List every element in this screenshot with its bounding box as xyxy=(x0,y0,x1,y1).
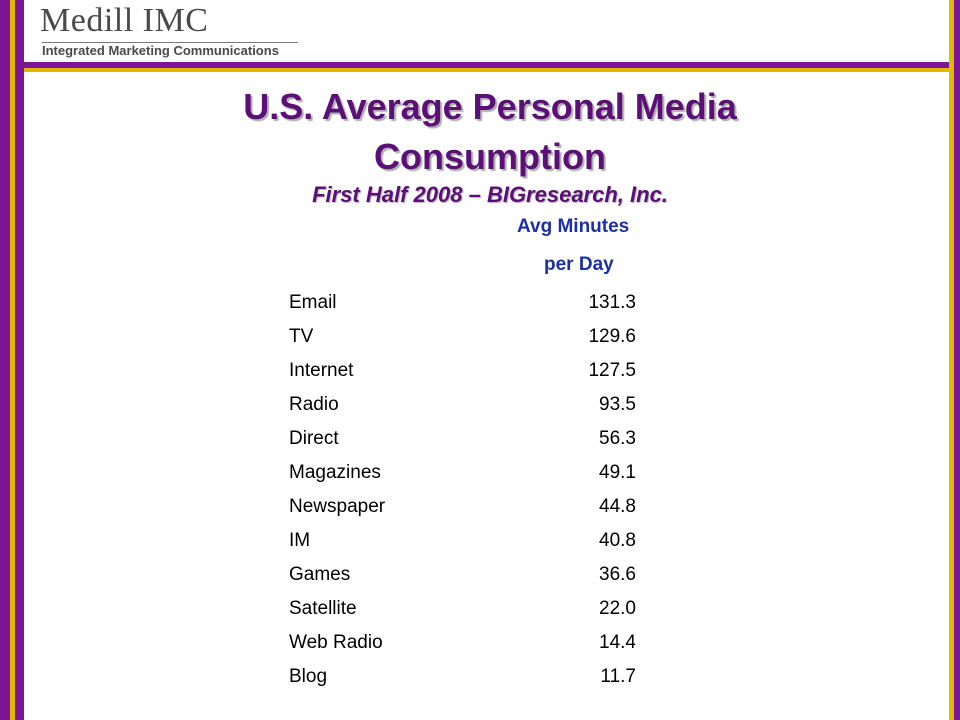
table-row: Satellite 22.0 xyxy=(289,598,649,632)
row-label: Magazines xyxy=(289,462,381,483)
table-row: IM 40.8 xyxy=(289,530,649,564)
row-label: Newspaper xyxy=(289,496,386,517)
row-value: 129.6 xyxy=(588,326,636,347)
row-label: Email xyxy=(289,292,337,313)
row-label: Web Radio xyxy=(289,632,383,653)
row-label: Radio xyxy=(289,394,339,415)
table-row: Games 36.6 xyxy=(289,564,649,598)
row-value: 93.5 xyxy=(599,394,636,415)
slide-title-line1: U.S. Average Personal Media xyxy=(243,86,737,127)
row-value: 56.3 xyxy=(599,428,636,449)
table-row: Internet 127.5 xyxy=(289,360,649,394)
row-value: 40.8 xyxy=(599,530,636,551)
row-label: Direct xyxy=(289,428,339,449)
row-value: 36.6 xyxy=(599,564,636,585)
table-row: Blog 11.7 xyxy=(289,666,649,700)
medill-logo: Medill IMC Integrated Marketing Communic… xyxy=(40,2,302,58)
row-value: 14.4 xyxy=(599,632,636,653)
row-label: IM xyxy=(289,530,311,551)
table-row: Web Radio 14.4 xyxy=(289,632,649,666)
row-value: 22.0 xyxy=(599,598,636,619)
slide-title-line2: Consumption xyxy=(374,136,606,177)
logo-divider xyxy=(42,42,298,43)
logo-name: Medill IMC xyxy=(40,2,209,39)
table-row: Email 131.3 xyxy=(289,292,649,326)
row-value: 49.1 xyxy=(599,462,636,483)
row-value: 131.3 xyxy=(588,292,636,313)
left-purple-border-inner xyxy=(15,0,24,720)
row-label: TV xyxy=(289,326,314,347)
column-header-line1: Avg Minutes xyxy=(517,216,630,237)
row-value: 127.5 xyxy=(588,360,636,381)
header-gold-rule xyxy=(24,68,949,72)
table-row: Radio 93.5 xyxy=(289,394,649,428)
row-label: Games xyxy=(289,564,351,585)
row-label: Internet xyxy=(289,360,354,381)
row-label: Blog xyxy=(289,666,328,687)
table-row: TV 129.6 xyxy=(289,326,649,360)
right-purple-border xyxy=(954,0,960,720)
column-header-line2: per Day xyxy=(544,254,614,275)
left-gold-border xyxy=(10,0,15,720)
table-row: Direct 56.3 xyxy=(289,428,649,462)
row-value: 44.8 xyxy=(599,496,636,517)
logo-subtitle: Integrated Marketing Communications xyxy=(42,43,279,58)
row-label: Satellite xyxy=(289,598,357,619)
right-gold-border xyxy=(949,0,954,720)
left-purple-border xyxy=(0,0,10,720)
table-row: Newspaper 44.8 xyxy=(289,496,649,530)
row-value: 11.7 xyxy=(600,666,636,687)
slide-subtitle: First Half 2008 – BIGresearch, Inc. xyxy=(312,182,668,207)
header-purple-rule xyxy=(24,62,949,68)
table-row: Magazines 49.1 xyxy=(289,462,649,496)
media-table: Email 131.3 TV 129.6 Internet 127.5 Radio 93.5 D… xyxy=(289,292,649,700)
